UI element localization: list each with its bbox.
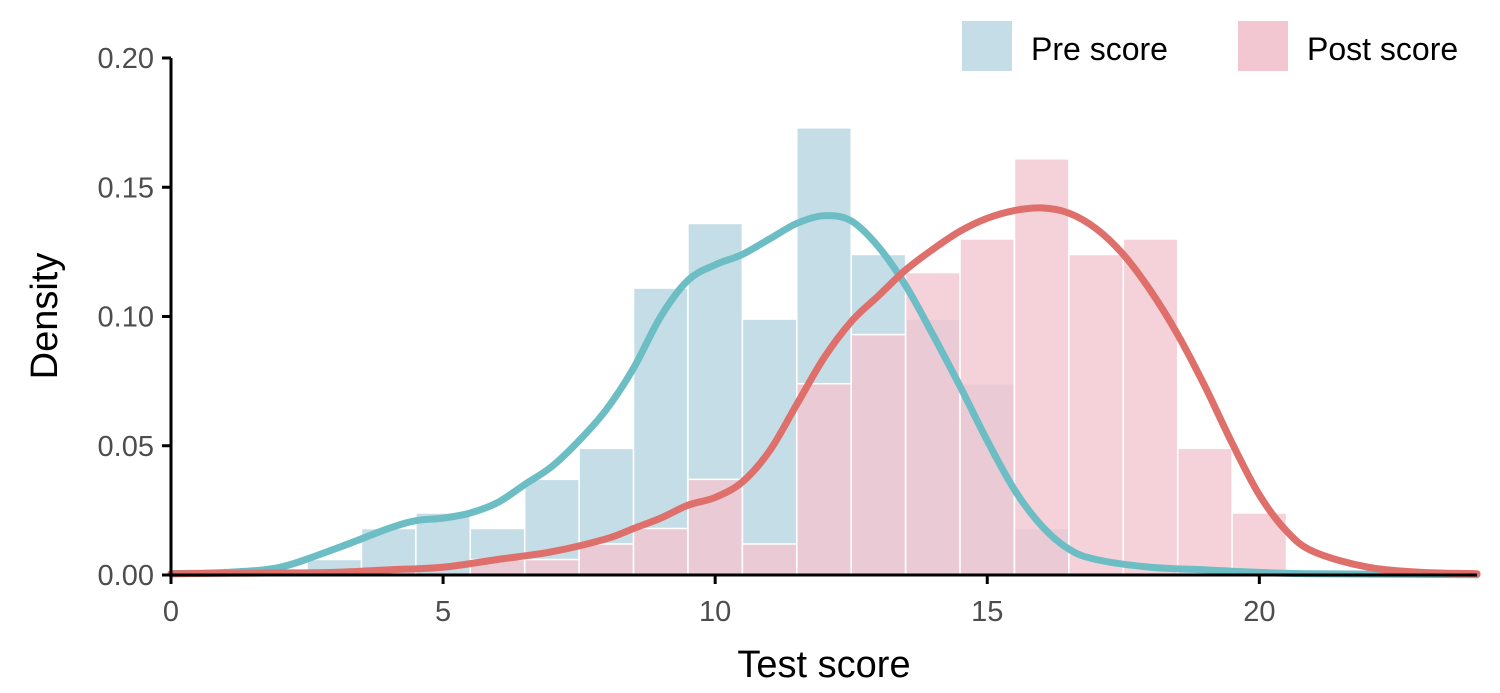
- post-score-bar: [632, 527, 689, 576]
- post-score-bar: [1068, 253, 1125, 576]
- post-score-bar: [904, 271, 961, 576]
- legend-swatch-pre-score: [962, 21, 1012, 71]
- x-tick-label: 0: [163, 596, 179, 628]
- x-tick-label: 5: [435, 596, 451, 628]
- x-tick-label: 15: [971, 596, 1003, 628]
- x-tick-label: 20: [1243, 596, 1275, 628]
- y-tick-label: 0.10: [98, 302, 154, 334]
- legend-label-post-score: Post score: [1307, 31, 1458, 67]
- y-tick-label: 0.15: [98, 172, 154, 204]
- post-score-bar: [1013, 158, 1070, 576]
- x-axis-title: Test score: [737, 644, 910, 686]
- post-score-bar: [796, 382, 852, 576]
- legend: Pre score Post score: [962, 21, 1458, 71]
- pre-score-density-line: [167, 212, 1481, 579]
- ticks: 0 5 10 15 20 0.00 0.05 0.10 0.15 0.20: [98, 43, 1276, 628]
- legend-swatch-post-score: [1238, 21, 1288, 71]
- post-score-bar: [578, 543, 635, 576]
- post-score-bar: [850, 333, 907, 576]
- density-curves: [167, 204, 1481, 579]
- histogram-bars: [306, 127, 1288, 576]
- y-tick-label: 0.05: [98, 431, 154, 463]
- y-tick-label: 0.00: [98, 560, 154, 592]
- post-score-density-line: [167, 204, 1481, 578]
- post-score-bar: [523, 558, 580, 576]
- y-axis-title: Density: [24, 253, 66, 380]
- legend-label-pre-score: Pre score: [1031, 31, 1168, 67]
- post-score-bar: [1176, 447, 1233, 576]
- y-tick-label: 0.20: [98, 43, 154, 75]
- post-score-bar: [741, 543, 798, 576]
- x-tick-label: 10: [699, 596, 731, 628]
